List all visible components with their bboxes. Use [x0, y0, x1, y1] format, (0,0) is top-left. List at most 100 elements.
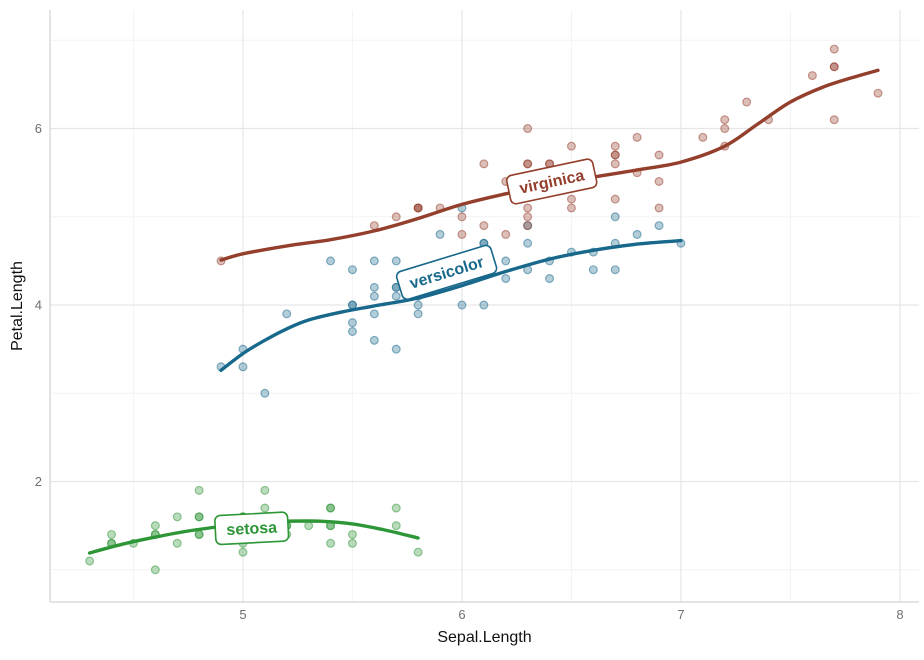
species-label-box-setosa: [214, 511, 290, 546]
scatter-point-virginica: [610, 141, 620, 151]
scatter-point-setosa: [85, 556, 95, 566]
scatter-point-virginica: [873, 88, 883, 98]
x-tick-label: 7: [677, 607, 684, 622]
species-label-versicolor: versicolor: [395, 244, 498, 301]
scatter-point-versicolor: [457, 300, 467, 310]
scatter-point-setosa: [391, 521, 401, 531]
y-tick-label: 2: [35, 474, 42, 489]
y-tick-label: 4: [35, 298, 42, 313]
species-label-text-setosa: setosa: [226, 519, 278, 539]
scatter-point-setosa: [194, 512, 204, 522]
scatter-point-virginica: [457, 229, 467, 239]
species-label-box-versicolor: [395, 244, 498, 301]
scatter-point-versicolor: [435, 229, 445, 239]
x-tick-label: 8: [896, 607, 903, 622]
scatter-point-versicolor: [632, 229, 642, 239]
scatter-point-versicolor: [479, 300, 489, 310]
scatter-point-virginica: [523, 124, 533, 134]
scatter-point-virginica: [523, 221, 533, 231]
scatter-point-versicolor: [238, 362, 248, 372]
scatter-point-setosa: [194, 529, 204, 539]
scatter-point-setosa: [413, 547, 423, 557]
y-tick-label: 6: [35, 121, 42, 136]
scatter-point-virginica: [501, 229, 511, 239]
scatter-point-setosa: [107, 529, 117, 539]
scatter-point-setosa: [150, 521, 160, 531]
scatter-point-virginica: [457, 212, 467, 222]
scatter-point-setosa: [326, 538, 336, 548]
scatter-point-versicolor: [369, 335, 379, 345]
scatter-point-versicolor: [610, 212, 620, 222]
scatter-point-setosa: [172, 512, 182, 522]
scatter-point-versicolor: [369, 291, 379, 301]
scatter-point-versicolor: [391, 256, 401, 266]
scatter-point-versicolor: [523, 238, 533, 248]
scatter-point-setosa: [391, 503, 401, 513]
scatter-point-versicolor: [545, 274, 555, 284]
scatter-point-virginica: [566, 194, 576, 204]
scatter-point-versicolor: [260, 388, 270, 398]
scatter-point-setosa: [347, 538, 357, 548]
scatter-point-virginica: [742, 97, 752, 107]
scatter-point-versicolor: [369, 282, 379, 292]
smooth-line-versicolor: [219, 238, 683, 372]
scatter-point-setosa: [238, 547, 248, 557]
scatter-point-versicolor: [654, 221, 664, 231]
scatter-point-virginica: [807, 71, 817, 81]
scatter-point-virginica: [610, 150, 620, 160]
scatter-point-versicolor: [369, 256, 379, 266]
scatter-point-versicolor: [326, 256, 336, 266]
scatter-point-virginica: [523, 212, 533, 222]
scatter-point-virginica: [566, 203, 576, 213]
scatter-point-versicolor: [391, 344, 401, 354]
scatter-point-setosa: [304, 521, 314, 531]
scatter-point-virginica: [654, 203, 664, 213]
scatter-point-versicolor: [347, 265, 357, 275]
scatter-point-versicolor: [501, 274, 511, 284]
scatter-point-virginica: [720, 115, 730, 125]
scatter-point-versicolor: [391, 291, 401, 301]
scatter-point-setosa: [260, 503, 270, 513]
scatter-point-virginica: [479, 221, 489, 231]
scatter-point-virginica: [654, 150, 664, 160]
scatter-point-versicolor: [282, 309, 292, 319]
species-label-setosa: setosa: [214, 511, 290, 546]
x-axis-title: Sepal.Length: [437, 629, 532, 646]
scatter-point-virginica: [369, 221, 379, 231]
scatter-point-versicolor: [347, 327, 357, 337]
scatter-point-virginica: [829, 62, 839, 72]
scatter-point-setosa: [260, 485, 270, 495]
scatter-point-virginica: [391, 212, 401, 222]
scatter-point-versicolor: [347, 318, 357, 328]
scatter-point-virginica: [632, 132, 642, 142]
scatter-point-virginica: [413, 203, 423, 213]
scatter-point-versicolor: [610, 265, 620, 275]
scatter-point-virginica: [610, 194, 620, 204]
scatter-point-versicolor: [413, 300, 423, 310]
scatter-point-virginica: [720, 124, 730, 134]
scatter-point-virginica: [829, 115, 839, 125]
scatter-point-versicolor: [413, 309, 423, 319]
scatter-point-virginica: [479, 159, 489, 169]
scatter-point-setosa: [172, 538, 182, 548]
x-tick-label: 5: [239, 607, 246, 622]
scatter-point-versicolor: [588, 265, 598, 275]
scatter-point-virginica: [523, 203, 533, 213]
scatter-point-versicolor: [501, 256, 511, 266]
scatter-point-virginica: [654, 176, 664, 186]
scatter-point-setosa: [326, 503, 336, 513]
scatter-point-virginica: [566, 141, 576, 151]
scatter-point-virginica: [610, 159, 620, 169]
scatter-point-setosa: [347, 529, 357, 539]
y-axis-title: Petal.Length: [9, 261, 26, 351]
x-tick-label: 6: [458, 607, 465, 622]
scatter-point-virginica: [829, 44, 839, 54]
scatter-point-setosa: [194, 485, 204, 495]
scatter-point-virginica: [698, 132, 708, 142]
species-label-box-virginica: [505, 158, 598, 205]
scatter-point-versicolor: [369, 309, 379, 319]
scatter-point-virginica: [523, 159, 533, 169]
scatter-point-setosa: [150, 565, 160, 575]
